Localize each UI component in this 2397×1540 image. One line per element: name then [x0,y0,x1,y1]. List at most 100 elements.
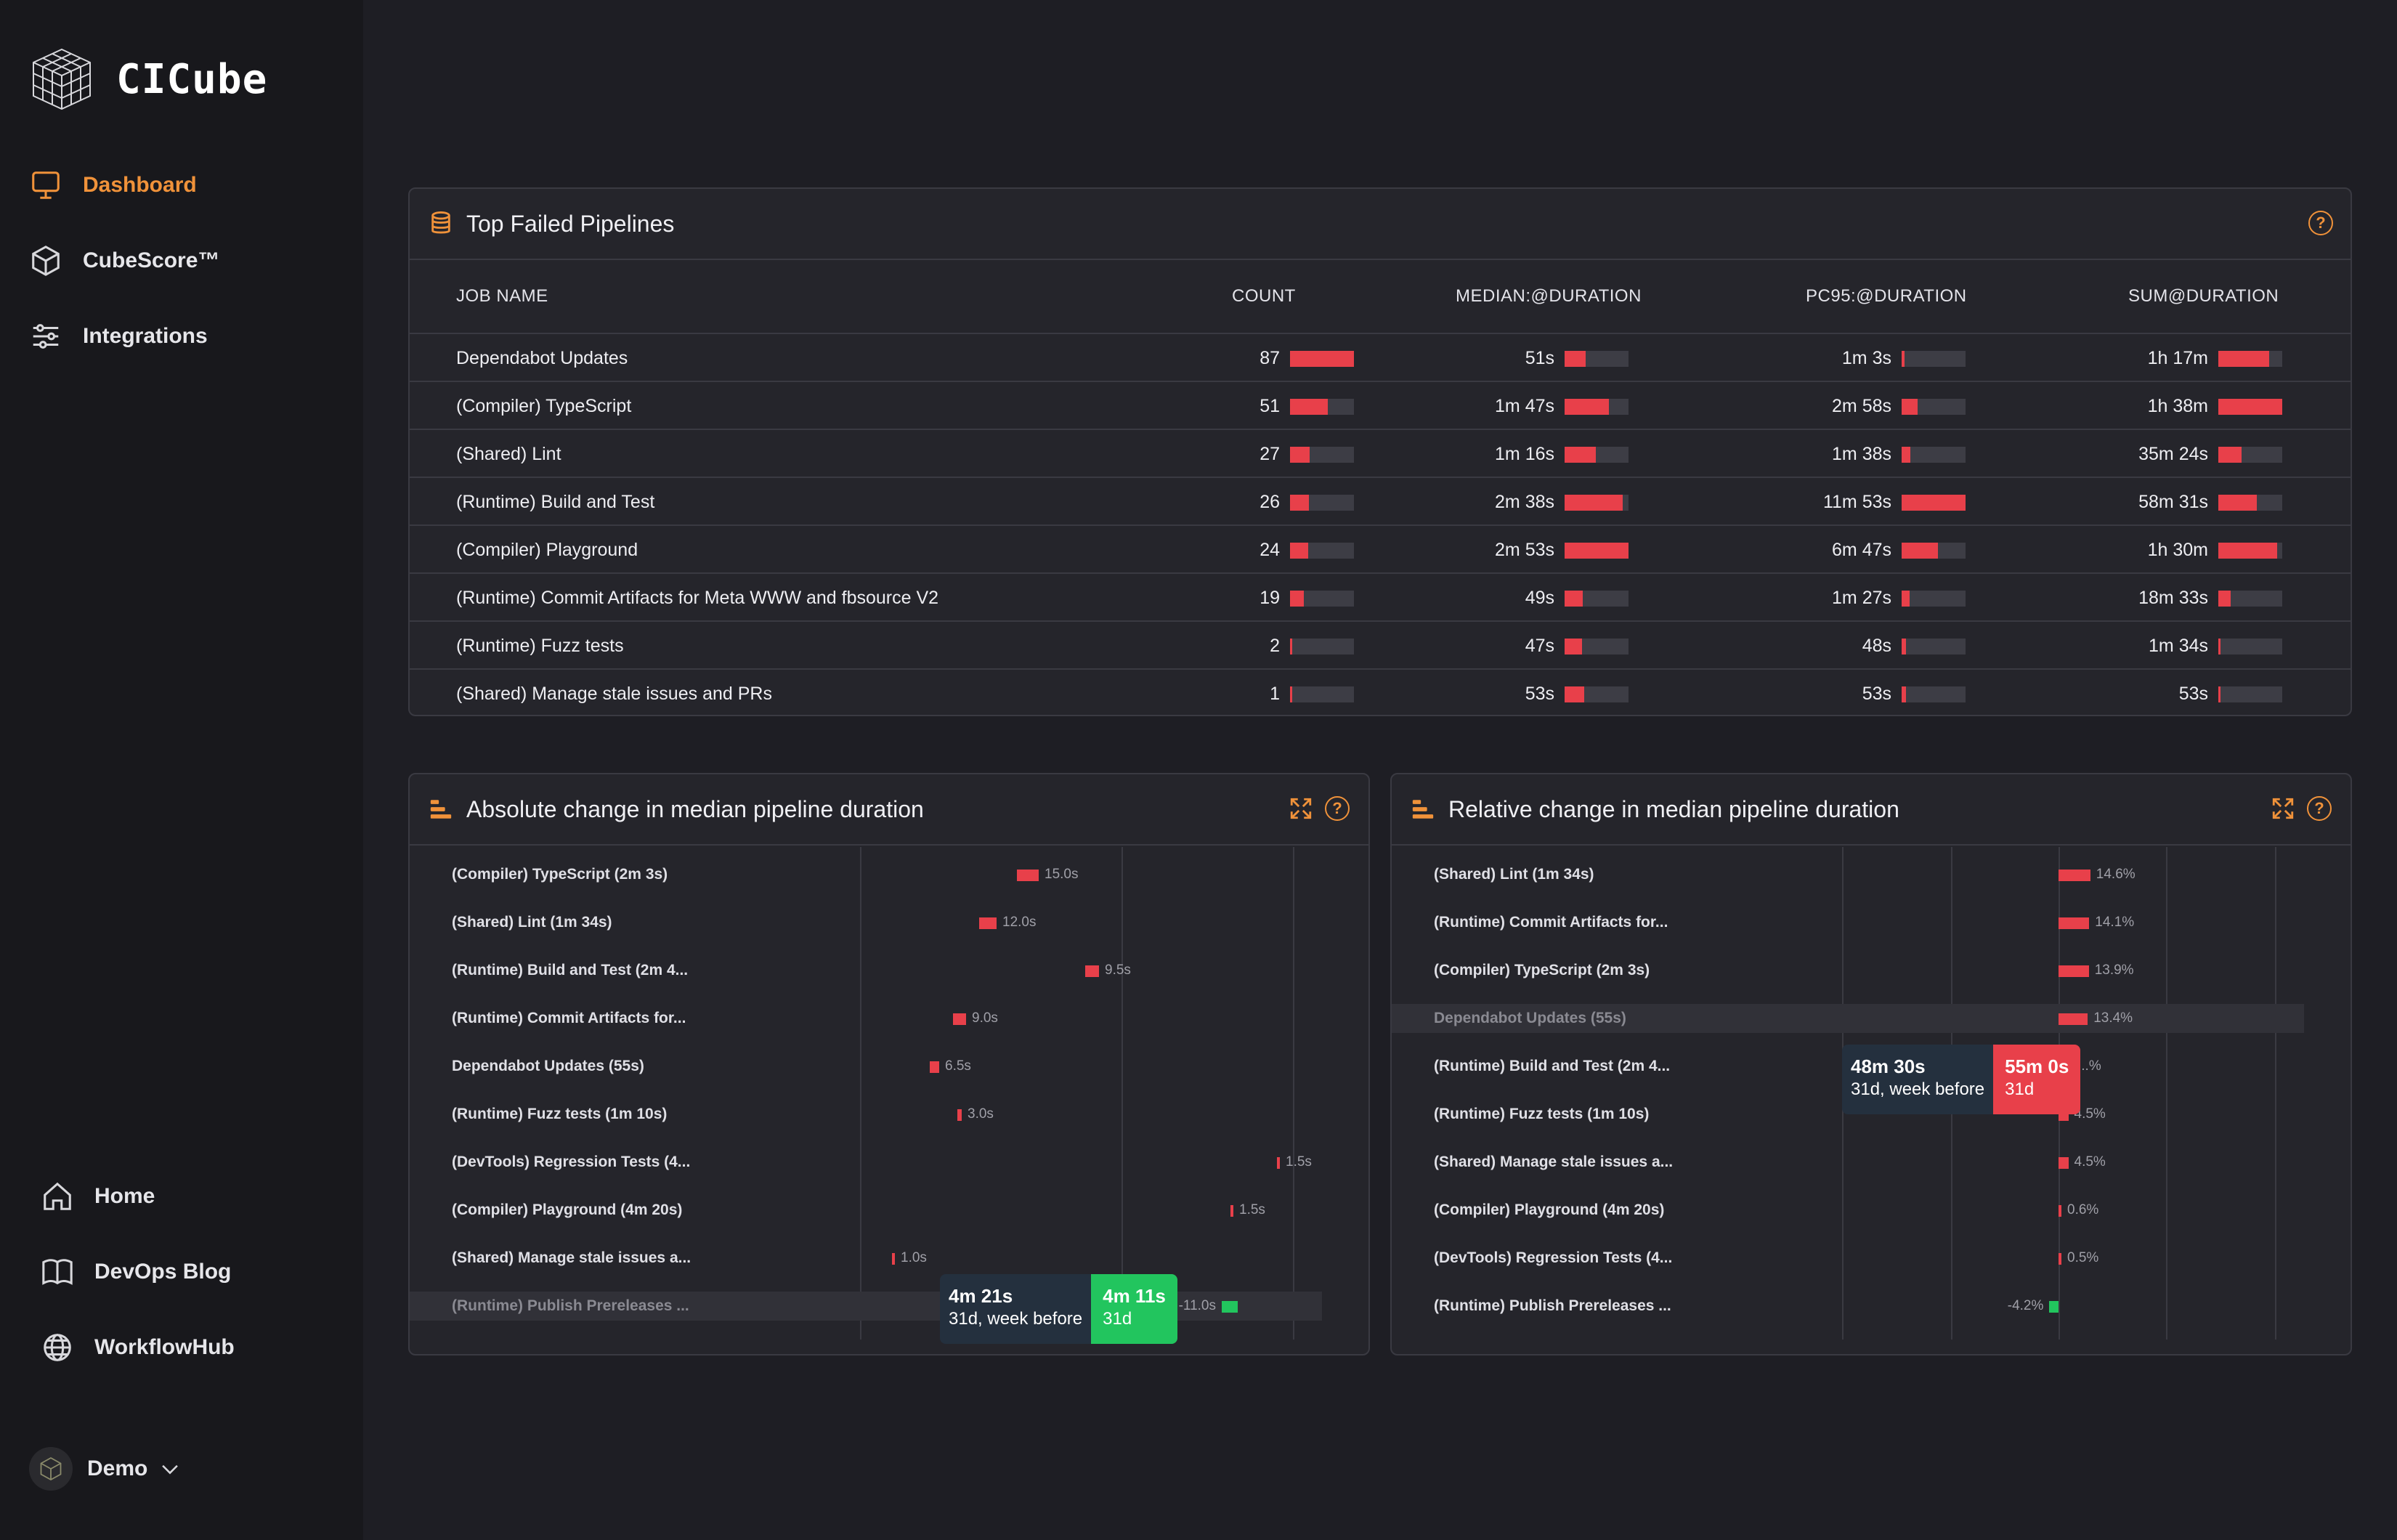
chart-bar[interactable] [1222,1301,1238,1313]
chart-row[interactable]: (Shared) Lint (1m 34s) 14.6% [1392,860,2351,889]
nav-cubescore-label: CubeScore™ [83,248,220,272]
chart-bar[interactable] [892,1253,895,1265]
gridline [1293,847,1294,1340]
sum-bar-fill [2218,543,2277,559]
chart-row-label: (Runtime) Fuzz tests (1m 10s) [452,1106,668,1122]
job-name-cell[interactable]: Dependabot Updates [456,348,628,368]
chart-row-label: (Shared) Manage stale issues a... [452,1249,691,1266]
chart-row[interactable]: (Shared) Manage stale issues a... 4.5% [1392,1148,2351,1177]
count-bar-track [1290,591,1354,607]
job-name-cell[interactable]: (Runtime) Fuzz tests [456,636,624,656]
median-cell: 2m 38s [1495,492,1554,512]
median-cell: 53s [1525,684,1554,704]
nav-home[interactable]: Home [41,1180,155,1213]
chart-row[interactable]: (DevTools) Regression Tests (4... 0.5% [1392,1244,2351,1273]
chart-row-label: Dependabot Updates (55s) [452,1058,644,1074]
col-job-name[interactable]: JOB NAME [456,286,548,306]
chart-bar[interactable] [2059,870,2090,881]
job-name-cell[interactable]: (Compiler) Playground [456,540,638,560]
job-name-cell[interactable]: (Runtime) Commit Artifacts for Meta WWW … [456,588,939,608]
chart-row[interactable]: (Runtime) Publish Prereleases ... -11.0s [410,1292,1322,1321]
table-row[interactable]: (Runtime) Commit Artifacts for Meta WWW … [410,572,2351,620]
chart-row-label: (Compiler) Playground (4m 20s) [1434,1201,1665,1218]
nav-cubescore[interactable]: CubeScore™ [29,244,219,277]
job-name-cell[interactable]: (Runtime) Build and Test [456,492,655,512]
chart-bar[interactable] [2059,1013,2088,1025]
nav-workflowhub[interactable]: WorkflowHub [41,1331,235,1364]
median-bar-fill [1565,351,1586,367]
chart-row[interactable]: Dependabot Updates (55s) 13.4% [1392,1004,2304,1033]
table-row[interactable]: (Shared) Lint 27 1m 16s 1m 38s 35m 24s [410,429,2351,477]
sum-bar-track [2218,399,2282,415]
chart-bar[interactable] [2049,1301,2059,1313]
table-row[interactable]: (Runtime) Build and Test 26 2m 38s 11m 53s 5… [410,477,2351,524]
chart-row[interactable]: (Compiler) Playground (4m 20s) 0.6% [1392,1196,2351,1225]
chart-bar[interactable] [1230,1205,1233,1217]
chart-bar[interactable] [2059,1205,2061,1217]
col-pc95-duration[interactable]: PC95:@DURATION [1806,286,1967,306]
chart-bar[interactable] [1017,870,1039,881]
nav-dashboard[interactable]: Dashboard [29,169,197,202]
chart-row[interactable]: (Shared) Manage stale issues a... 1.0s [410,1244,1368,1273]
chart-bar[interactable] [2059,1157,2069,1169]
chart-bar[interactable] [2059,965,2089,977]
job-name-cell[interactable]: (Shared) Lint [456,444,561,464]
job-name-cell[interactable]: (Shared) Manage stale issues and PRs [456,684,772,704]
chart-row[interactable]: Dependabot Updates (55s) 6.5s [410,1052,1368,1081]
table-row[interactable]: (Compiler) TypeScript 51 1m 47s 2m 58s 1h 38… [410,381,2351,429]
pc95-bar-track [1902,351,1966,367]
top-failed-pipelines-panel: Top Failed Pipelines ? JOB NAME COUNT ME… [408,187,2352,716]
col-sum-duration[interactable]: SUM@DURATION [2128,286,2279,306]
median-bar-fill [1565,447,1596,463]
chart-row[interactable]: (DevTools) Regression Tests (4... 1.5s [410,1148,1368,1177]
chart-value-label: -4.2% [2007,1298,2044,1313]
help-icon[interactable]: ? [2307,796,2332,821]
table-row[interactable]: Dependabot Updates 87 51s 1m 3s 1h 17m [410,333,2351,381]
chart-bar[interactable] [957,1109,962,1121]
chart-value-label: ...% [2077,1058,2101,1074]
chart-bar[interactable] [930,1061,939,1073]
sum-bar-track [2218,351,2282,367]
chart-row[interactable]: (Runtime) Commit Artifacts for... 9.0s [410,1004,1368,1033]
pc95-cell: 2m 58s [1832,396,1891,416]
chart-row[interactable]: (Runtime) Commit Artifacts for... 14.1% [1392,908,2351,937]
chart-row[interactable]: (Compiler) Playground (4m 20s) 1.5s [410,1196,1368,1225]
chart-bar[interactable] [2059,1253,2061,1265]
table-row[interactable]: (Shared) Manage stale issues and PRs 1 53s… [410,668,2351,715]
col-median-duration[interactable]: MEDIAN:@DURATION [1456,286,1642,306]
expand-icon[interactable] [2271,796,2295,821]
nav-integrations[interactable]: Integrations [29,320,208,353]
chart-row[interactable]: (Runtime) Build and Test (2m 4... 9.5s [410,956,1368,985]
chart-row[interactable]: (Shared) Lint (1m 34s) 12.0s [410,908,1368,937]
app-logo[interactable]: CICube [28,45,267,113]
help-icon[interactable]: ? [2308,211,2333,235]
chart-value-label: 1.0s [901,1250,927,1265]
chart-row-label: (Runtime) Commit Artifacts for... [452,1010,686,1026]
table-row[interactable]: (Runtime) Fuzz tests 2 47s 48s 1m 34s [410,620,2351,668]
chart-row[interactable]: (Compiler) TypeScript (2m 3s) 13.9% [1392,956,2351,985]
chart-bar[interactable] [2059,917,2090,929]
job-name-cell[interactable]: (Compiler) TypeScript [456,396,632,416]
nav-devops-blog-label: DevOps Blog [94,1260,232,1284]
table-row[interactable]: (Compiler) Playground 24 2m 53s 6m 47s 1h 30… [410,524,2351,572]
chart-bar[interactable] [1085,965,1099,977]
pc95-cell: 1m 3s [1841,348,1891,368]
tooltip-before-value: 48m 30s [1851,1055,1926,1077]
chart-row[interactable]: (Compiler) TypeScript (2m 3s) 15.0s [410,860,1368,889]
chart-bar[interactable] [953,1013,966,1025]
chart-row-label: (Compiler) Playground (4m 20s) [452,1201,683,1218]
chart-row-label: (DevTools) Regression Tests (4... [452,1154,691,1170]
chart-value-label: 3.0s [968,1106,994,1122]
sum-cell: 1h 38m [2147,396,2208,416]
nav-devops-blog[interactable]: DevOps Blog [41,1255,231,1289]
expand-icon[interactable] [1289,796,1313,821]
count-bar-track [1290,447,1354,463]
help-icon[interactable]: ? [1325,796,1350,821]
chart-row[interactable]: (Runtime) Publish Prereleases ... -4.2% [1392,1292,2351,1321]
chart-row-label: (DevTools) Regression Tests (4... [1434,1249,1673,1266]
account-switcher[interactable]: Demo [29,1447,182,1491]
col-count[interactable]: COUNT [1232,286,1296,306]
chart-bar[interactable] [979,917,997,929]
chart-row[interactable]: (Runtime) Fuzz tests (1m 10s) 3.0s [410,1100,1368,1129]
chart-bar[interactable] [1277,1157,1280,1169]
